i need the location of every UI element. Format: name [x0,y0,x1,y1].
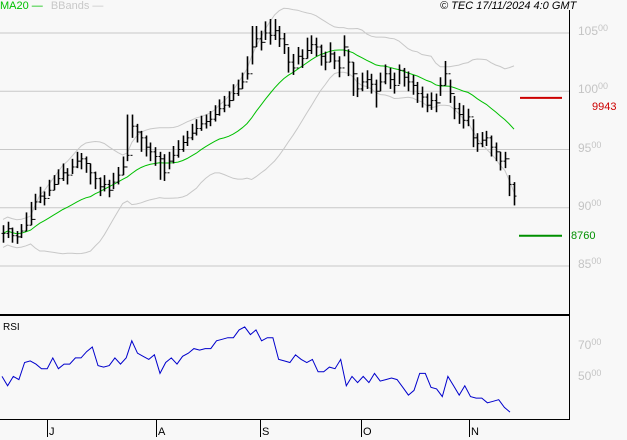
month-label-n: N [471,426,479,438]
rsi-line [1,326,511,413]
bband-upper [2,7,515,221]
month-label-s: S [262,426,270,438]
y-tick-label: 10000 [578,81,609,97]
legend-ma20: MA20 — [0,0,43,12]
y-tick-label: 10500 [578,23,609,38]
month-label-o: O [363,426,372,438]
month-label-a: A [158,426,166,438]
y-tick-label: 7000 [578,337,602,352]
month-label-j: J [49,426,55,438]
y-tick-label: 9500 [578,139,602,155]
y-tick-label: 8500 [578,256,602,271]
level-label-9943: 9943 [592,101,617,113]
ma20-line [2,49,515,235]
copyright-timestamp: © TEC 17/11/2024 4:0 GMT [440,0,577,12]
legend-bbands: BBands — [50,0,104,12]
level-label-8760: 8760 [571,230,596,242]
y-tick-label: 5000 [578,368,602,383]
y-tick-label: 9000 [578,197,602,213]
legend: MA20 — BBands — [0,0,103,12]
rsi-title: RSI [3,322,20,333]
bband-lower [2,71,515,255]
